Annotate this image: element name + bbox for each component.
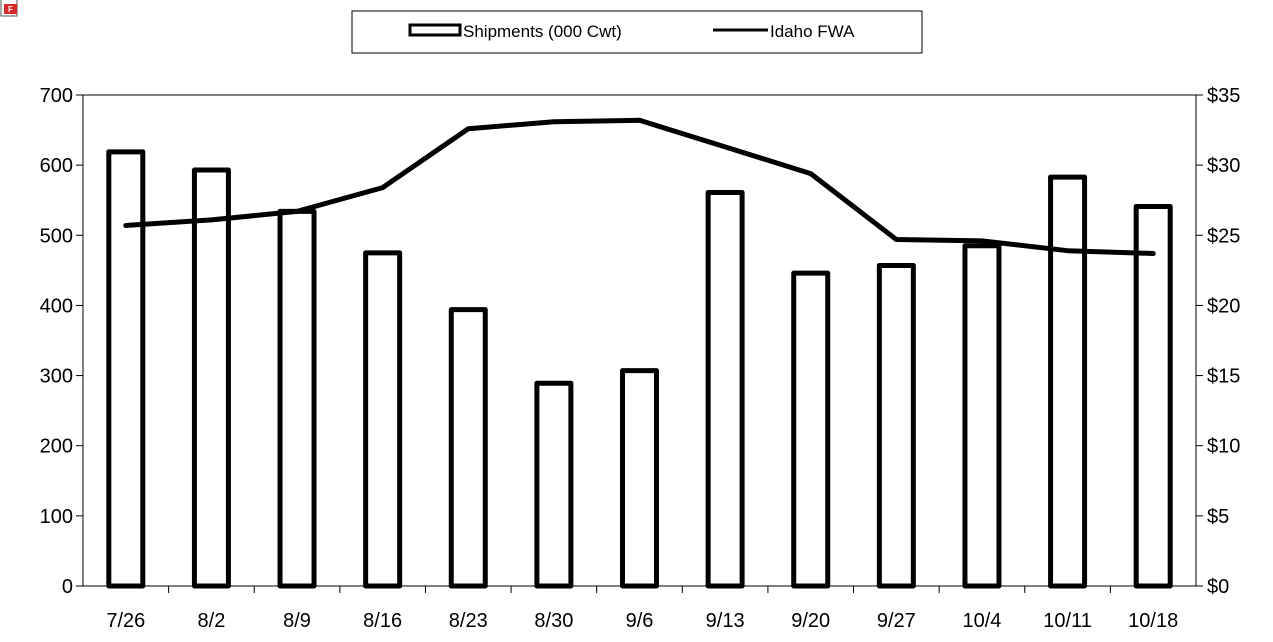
idaho-fwa-point — [295, 209, 299, 213]
shipments-bar — [1048, 174, 1088, 589]
x-tick-label: 9/13 — [706, 610, 745, 632]
idaho-fwa-point — [809, 172, 813, 176]
legend: Shipments (000 Cwt) Idaho FWA — [351, 10, 923, 54]
shipments-bar — [534, 380, 574, 589]
y-left-tick-label: 200 — [40, 436, 73, 458]
idaho-fwa-line-layer — [123, 117, 1156, 256]
y-left-tick-label: 600 — [40, 155, 73, 177]
y-left-tick-label: 0 — [62, 576, 73, 598]
idaho-fwa-point — [552, 120, 556, 124]
pdf-file-icon[interactable]: F — [0, 0, 20, 18]
y-axis-left: 0 100 200 300 400 500 600 700 — [40, 85, 83, 598]
idaho-fwa-point — [980, 239, 984, 243]
y-right-tick-label: $35 — [1207, 85, 1240, 107]
shipments-bars — [106, 149, 1173, 589]
idaho-fwa-point — [638, 118, 641, 122]
y-left-tick-label: 100 — [40, 506, 73, 528]
x-tick-label: 10/11 — [1043, 610, 1092, 632]
shipments-bar — [106, 149, 146, 589]
x-tick-label: 8/30 — [534, 610, 573, 632]
x-tick-label: 9/20 — [791, 610, 830, 632]
x-tick-label: 9/27 — [877, 610, 916, 632]
legend-label-shipments: Shipments (000 Cwt) — [463, 22, 622, 41]
shipments-bar — [791, 270, 831, 589]
idaho-fwa-point — [894, 237, 898, 241]
x-tick-label: 10/4 — [962, 610, 1001, 632]
y-left-tick-label: 300 — [40, 366, 73, 388]
y-right-tick-label: $20 — [1207, 295, 1240, 317]
x-tick-label: 8/23 — [449, 610, 488, 632]
y-left-tick-label: 700 — [40, 85, 73, 107]
shipments-bar — [1133, 204, 1173, 589]
shipments-bar — [620, 368, 659, 589]
idaho-fwa-point — [723, 145, 727, 149]
svg-text:F: F — [8, 5, 13, 14]
x-tick-label: 9/6 — [626, 610, 654, 632]
y-right-tick-label: $15 — [1207, 366, 1240, 388]
y-right-tick-label: $10 — [1207, 436, 1240, 458]
x-tick-label: 8/16 — [363, 610, 402, 632]
y-left-tick-label: 500 — [40, 225, 73, 247]
x-tick-label: 10/18 — [1128, 610, 1178, 632]
y-right-tick-label: $30 — [1207, 155, 1240, 177]
legend-swatch-shipments — [408, 23, 462, 37]
x-tick-label: 8/9 — [283, 610, 311, 632]
legend-label-fwa: Idaho FWA — [770, 22, 855, 41]
shipments-bar — [962, 243, 1002, 589]
idaho-fwa-point — [466, 127, 470, 131]
idaho-fwa-point — [1151, 252, 1155, 256]
y-right-tick-label: $25 — [1207, 225, 1240, 247]
y-right-tick-label: $5 — [1207, 506, 1229, 528]
y-axis-right: $0 $5 $10 $15 $20 $25 $30 $35 — [1196, 85, 1240, 598]
shipments-bar — [191, 167, 231, 589]
y-left-tick-label: 400 — [40, 295, 73, 317]
y-right-tick-label: $0 — [1207, 576, 1229, 598]
x-axis: 7/26 8/2 8/9 8/16 8/23 8/30 9/6 9/13 9/20 9/27 10/… — [106, 586, 1178, 632]
idaho-fwa-point — [209, 218, 213, 222]
shipments-bar — [363, 250, 403, 589]
x-tick-label: 8/2 — [198, 610, 226, 632]
shipments-bar — [876, 262, 916, 589]
shipments-bar — [448, 307, 488, 589]
idaho-fwa-point — [1066, 249, 1070, 253]
idaho-fwa-point — [381, 186, 385, 190]
idaho-fwa-point — [124, 223, 128, 227]
shipments-bar — [705, 189, 745, 589]
x-tick-label: 7/26 — [106, 610, 145, 632]
shipments-bar — [277, 208, 317, 589]
